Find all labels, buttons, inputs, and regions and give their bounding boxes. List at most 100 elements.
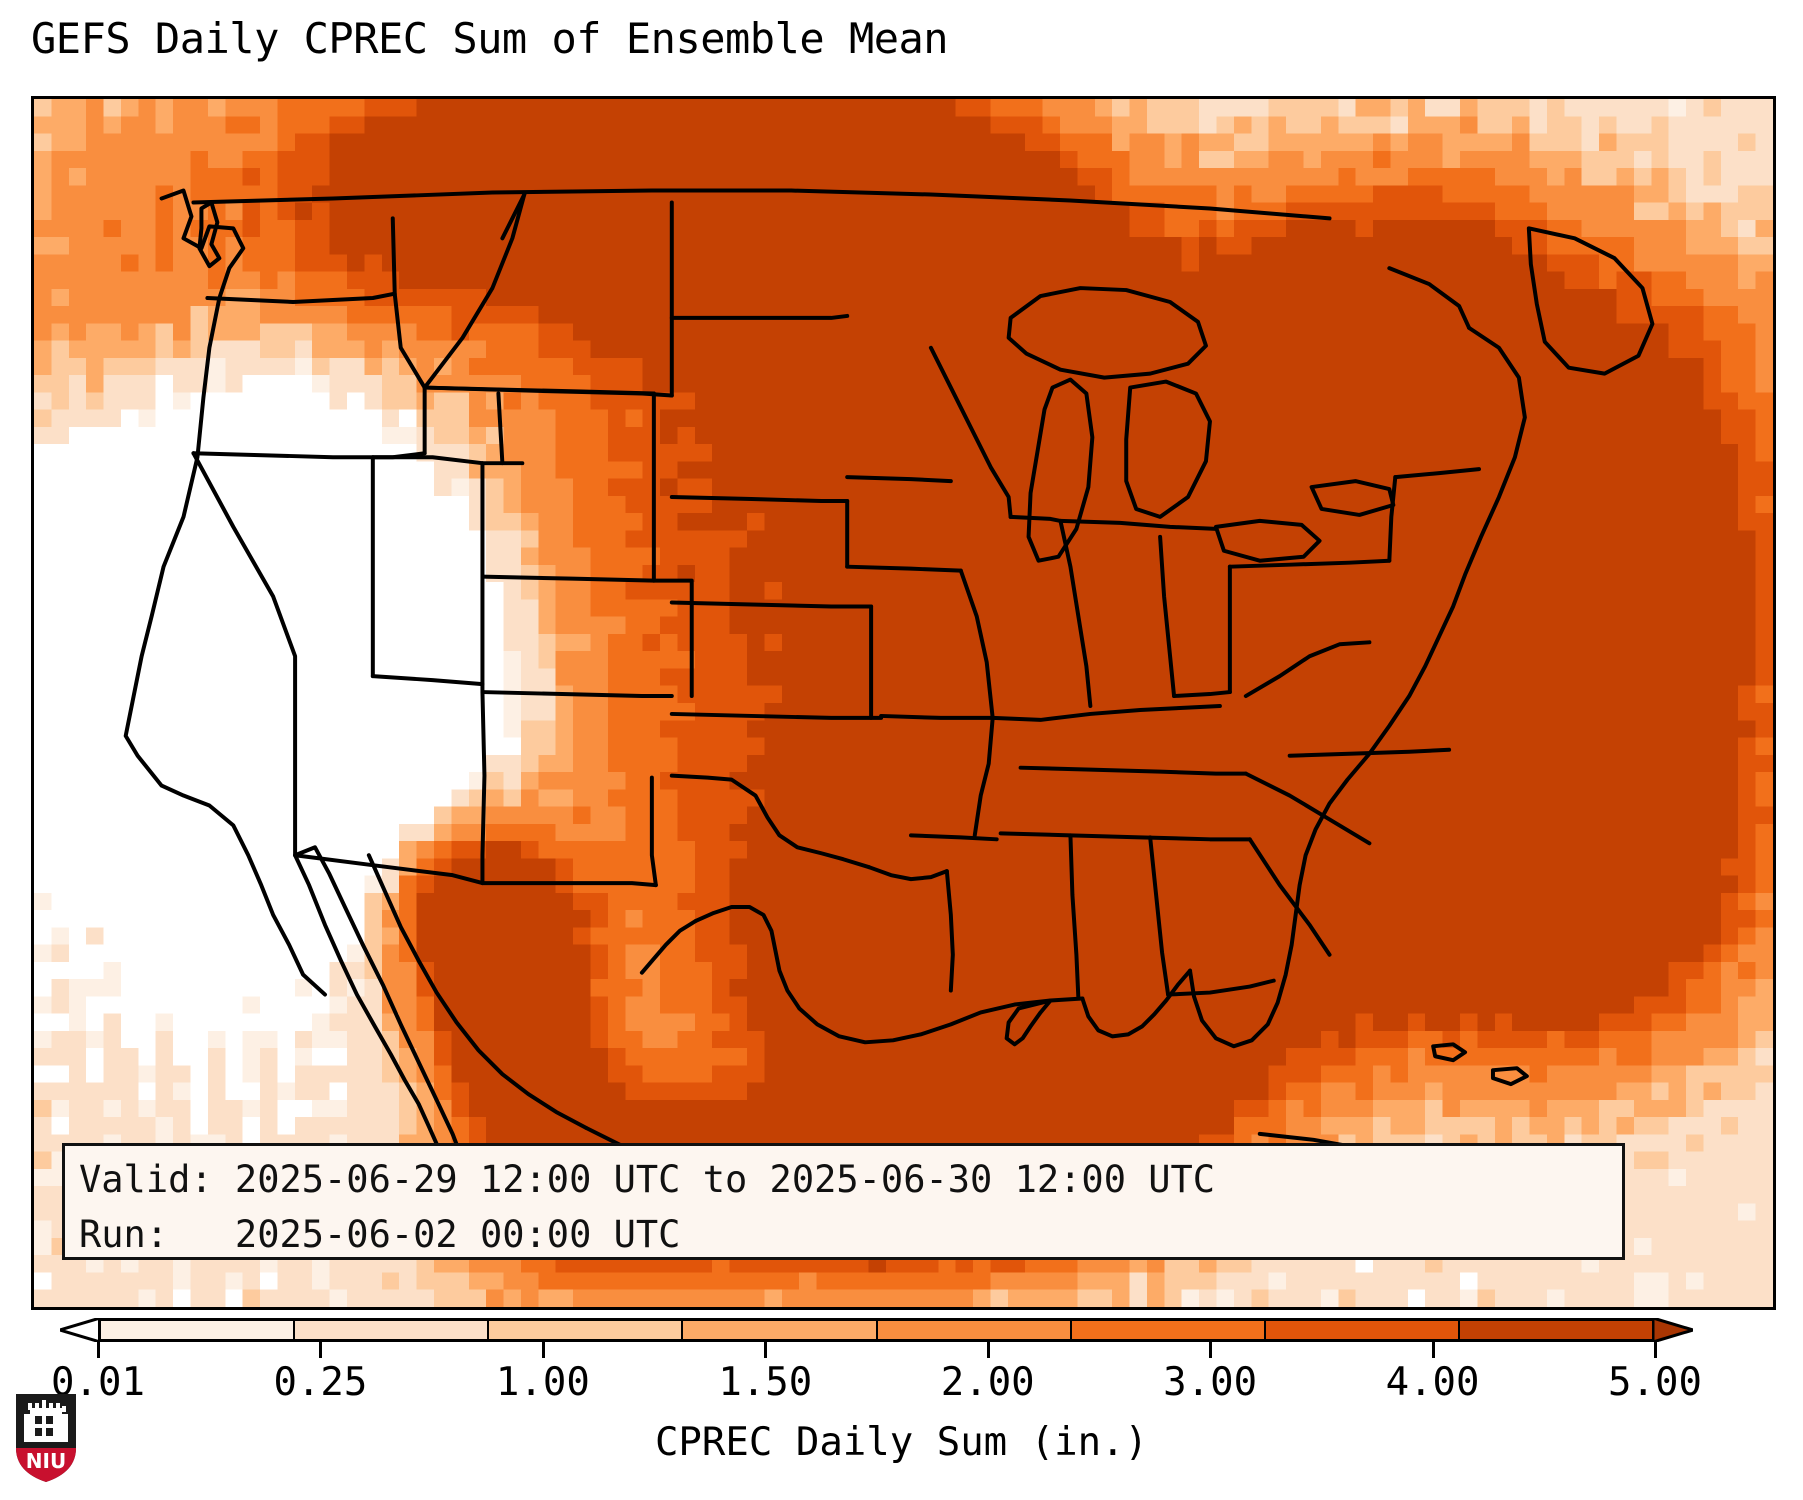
coastline-puget-sound	[197, 200, 222, 269]
lake-huron	[1124, 379, 1212, 519]
coastline-mississippi-delta	[1004, 998, 1053, 1047]
state-border-mn-ia	[845, 475, 953, 484]
coastline-maritimes	[1526, 226, 1655, 376]
coastline-mexico-west	[366, 853, 589, 1130]
coastline-baja	[293, 845, 465, 1172]
state-border-al-ga	[1148, 835, 1171, 997]
colorbar-tick-0	[97, 1342, 100, 1358]
colorbar-tick-label-2: 1.00	[495, 1360, 590, 1405]
state-border-tx-ok-red-river	[867, 865, 949, 882]
state-border-mo-ms-river	[958, 568, 995, 838]
colorbar-under-arrow	[60, 1318, 100, 1342]
state-border-il-ky	[990, 703, 1222, 722]
colorbar-tick-labels: 0.01 0.25 1.00 1.50 2.00 3.00 4.00 5.00	[0, 1360, 1803, 1408]
colorbar-tick-1	[319, 1342, 323, 1358]
state-border-mo-ar	[879, 713, 995, 720]
coastline-gulf	[693, 904, 1085, 1045]
state-border-co-east	[651, 578, 694, 699]
colorbar-tick-7	[1654, 1342, 1657, 1358]
state-border-va-wv-md	[1243, 640, 1372, 699]
state-border-ut-id	[370, 455, 485, 466]
coastline-northeast	[1387, 266, 1472, 330]
colorbar-segment-3	[681, 1321, 876, 1339]
state-border-ne-ks	[669, 600, 874, 609]
state-border-wy-south	[480, 574, 656, 583]
border-us-canada-west	[191, 188, 1332, 221]
state-border-ny-ne	[1387, 475, 1398, 563]
state-border-az-mexico	[293, 853, 658, 888]
page-title: GEFS Daily CPREC Sum of Ensemble Mean	[31, 14, 949, 63]
state-border-ok-tx	[669, 773, 872, 870]
colorbar-tick-label-1: 0.25	[273, 1360, 368, 1405]
colorbar-tick-4	[986, 1342, 990, 1358]
state-border-az-ut	[370, 674, 485, 687]
annotation-box: Valid: 2025-06-29 12:00 UTC to 2025-06-3…	[62, 1143, 1625, 1260]
colorbar-segment-2	[487, 1321, 682, 1339]
state-border-il-in	[1058, 518, 1093, 708]
state-border-wy-north	[422, 385, 656, 396]
state-border-ia-mo	[845, 564, 963, 573]
state-border-mn-wi	[928, 345, 1013, 519]
niu-logo: NIU	[16, 1394, 76, 1482]
state-border-nc-sc	[1243, 771, 1372, 846]
colorbar-tick-label-3: 1.50	[718, 1360, 813, 1405]
state-border-tn-ms-al-ga	[998, 831, 1252, 842]
colorbar-ticks	[0, 1342, 1803, 1358]
state-border-ga-sc	[1247, 837, 1332, 957]
colorbar-segment-4	[875, 1321, 1070, 1339]
colorbar-tick-3	[764, 1342, 768, 1358]
colorbar-segment-0	[101, 1321, 294, 1339]
state-border-sd-ne	[669, 495, 850, 503]
island-bahamas-2	[1490, 1066, 1529, 1087]
colorbar-gradient	[98, 1318, 1655, 1342]
state-border-tx-nm	[649, 775, 658, 888]
state-border-wy-west	[496, 391, 505, 466]
map-vector-overlay	[123, 188, 1655, 1194]
state-border-ks-ok	[669, 711, 884, 720]
state-border-wa-or	[205, 292, 395, 304]
state-border-id-mt	[422, 192, 527, 390]
state-border-wi-il	[1008, 514, 1063, 523]
state-border-ky-tn	[1018, 765, 1248, 776]
lake-erie	[1213, 518, 1322, 563]
map-panel	[31, 96, 1776, 1310]
valid-time-line: Valid: 2025-06-29 12:00 UTC to 2025-06-3…	[79, 1158, 1216, 1201]
colorbar-tick-label-6: 4.00	[1385, 1360, 1480, 1405]
state-border-va-nc	[1287, 747, 1452, 758]
lake-superior	[1006, 286, 1208, 380]
state-border-ga-fl	[1166, 978, 1276, 997]
state-border-nm-north	[480, 690, 674, 699]
state-border-nm-az	[480, 690, 487, 886]
colorbar-over-arrow	[1653, 1318, 1693, 1342]
colorbar-tick-2	[541, 1342, 545, 1358]
colorbar-segment-7	[1457, 1321, 1652, 1339]
colorbar-label: CPREC Daily Sum (in.)	[654, 1420, 1149, 1465]
lake-ontario	[1309, 479, 1396, 517]
state-border-mi-in-oh	[1058, 518, 1218, 531]
state-border-la-tx	[944, 869, 955, 993]
colorbar-tick-6	[1431, 1342, 1435, 1358]
colorbar-tick-5	[1209, 1342, 1213, 1358]
state-border-in-oh	[1158, 534, 1177, 699]
coastline-florida	[1080, 968, 1193, 1039]
lake-michigan	[1026, 377, 1095, 563]
state-border-ne-states	[1393, 467, 1482, 480]
island-bahamas-1	[1431, 1042, 1468, 1063]
state-border-pa-ny	[1227, 558, 1392, 569]
colorbar-tick-label-5: 3.00	[1163, 1360, 1258, 1405]
state-border-ms-al	[1068, 833, 1081, 1001]
colorbar-tick-label-7: 5.00	[1608, 1360, 1702, 1405]
state-border-ar-la	[908, 833, 999, 842]
colorbar-segment-6	[1263, 1321, 1458, 1339]
state-border-wa-id	[390, 216, 397, 297]
colorbar	[0, 1314, 1803, 1354]
run-time-line: Run: 2025-06-02 00:00 UTC	[79, 1213, 681, 1256]
colorbar-tick-label-4: 2.00	[940, 1360, 1035, 1405]
colorbar-segment-5	[1069, 1321, 1264, 1339]
state-border-nd-sd	[669, 313, 850, 320]
coastline-texas	[639, 918, 698, 975]
state-border-nv-ca	[191, 451, 298, 858]
colorbar-segment-1	[293, 1321, 488, 1339]
niu-logo-text: NIU	[26, 1449, 66, 1473]
coastline-atlantic	[1188, 325, 1527, 1049]
